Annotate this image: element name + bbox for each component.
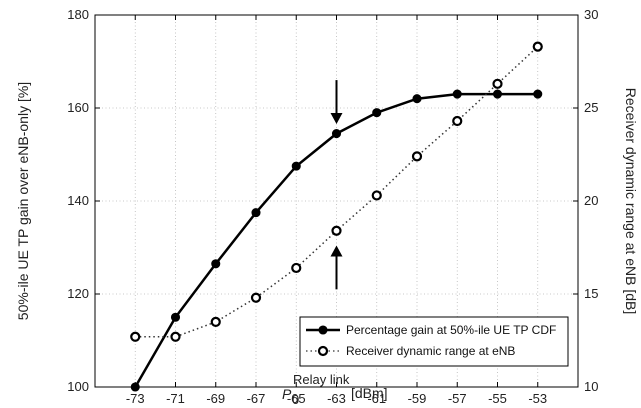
legend-box [299,316,569,367]
y-axis-left-title: 50%-ile UE TP gain over eNB-only [%] [15,82,31,320]
series-layer [130,41,543,392]
legend-swatch-marker-1 [317,345,329,357]
annotation-arrow-head-1 [330,245,343,257]
x-axis-title: P 0 Relay link [dBm] [282,372,388,407]
x-tick-label-9: -55 [488,391,507,406]
x-axis-title-sub: 0 [292,392,299,407]
x-tick-label-4: -65 [287,391,306,406]
y-right-tick-label-3: 25 [584,100,598,115]
y-left-tick-label-0: 100 [67,379,89,394]
series-1-point-9 [492,78,503,89]
x-tick-label-6: -61 [367,391,386,406]
y-right-tick-label-1: 15 [584,286,598,301]
series-0-point-0 [130,382,140,392]
series-0-point-6 [372,108,382,118]
y-right-tick-label-4: 30 [584,7,598,22]
series-0-point-2 [211,259,221,269]
series-1-point-5 [331,225,342,236]
series-1-point-7 [411,151,423,162]
y-left-tick-label-2: 140 [67,193,89,208]
x-axis-title-sup: Relay link [293,372,350,387]
x-tick-label-1: -71 [166,391,185,406]
series-0-point-4 [291,161,301,171]
legend-label-0: Percentage gain at 50%-ile UE TP CDF [346,323,556,337]
x-axis-title-main: P [282,386,292,402]
annotation-arrow-head-0 [330,112,343,124]
series-1-point-6 [371,190,382,201]
x-tick-label-10: -53 [528,391,547,406]
x-tick-label-7: -59 [408,391,427,406]
y-axis-right-title: Receiver dynamic range at eNB [dB] [623,88,639,314]
annotations [330,80,343,290]
series-1-point-3 [250,292,262,303]
series-1-point-4 [291,262,302,274]
series-0-point-3 [251,208,261,218]
legend: Percentage gain at 50%-ile UE TP CDF Rec… [299,316,569,367]
series-1-point-0 [130,331,141,342]
x-tick-label-2: -69 [206,391,225,406]
y-right-tick-label-0: 10 [584,379,598,394]
y-left-tick-label-1: 120 [67,286,89,301]
series-1-point-2 [210,316,221,327]
series-0-point-9 [492,89,503,99]
y-right-tick-label-2: 20 [584,193,598,208]
x-tick-label-8: -57 [448,391,467,406]
x-tick-label-3: -67 [247,391,266,406]
y-left-tick-label-3: 160 [67,100,89,115]
series-0-point-5 [331,129,342,139]
ticks: -73 -71 -69 -67 -65 -63 -61 -59 -57 -55 -531001201… [67,7,598,406]
x-tick-label-0: -73 [126,391,145,406]
series-0-point-7 [412,94,422,104]
legend-swatch-marker-0 [318,325,328,335]
x-tick-label-5: -63 [327,391,346,406]
series-1-point-1 [170,331,181,342]
y-left-tick-label-4: 180 [67,7,89,22]
series-0-point-8 [452,89,462,99]
series-1-point-10 [532,41,543,52]
series-1-point-8 [452,115,463,127]
x-axis-title-unit: [dBm] [351,385,388,401]
series-0-point-1 [170,312,181,322]
series-0-point-10 [533,89,543,99]
legend-label-1: Receiver dynamic range at eNB [346,344,515,358]
